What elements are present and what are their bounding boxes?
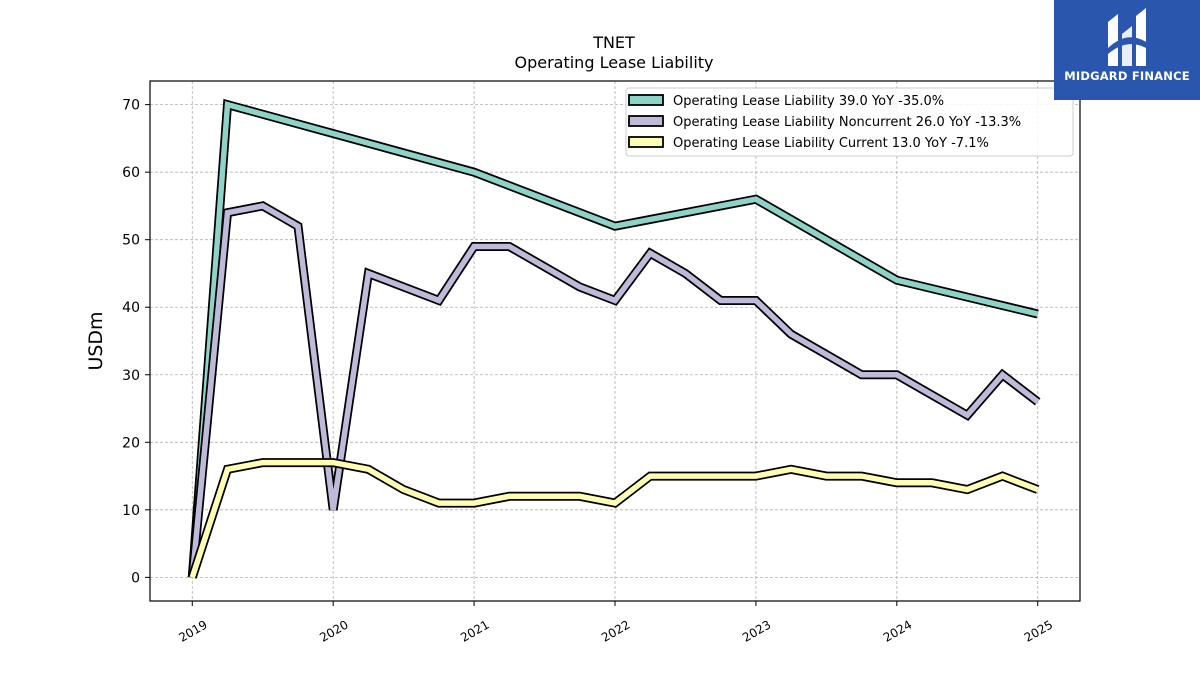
y-tick-label: 20	[122, 435, 140, 451]
legend-swatch	[628, 115, 664, 127]
series-2	[187, 201, 1041, 578]
legend-label: Operating Lease Liability Noncurrent 26.…	[673, 115, 1021, 130]
y-tick-label: 60	[122, 165, 140, 181]
midgard-finance-logo: MIDGARD FINANCE	[1054, 0, 1200, 100]
series-line	[189, 459, 1039, 579]
chart-subtitle: Operating Lease Liability	[514, 53, 713, 72]
axis-ticks: 0 10 20 30 40 50 60 70 2019 2020 2021 2022 2023 2024 2…	[122, 98, 1055, 645]
series-1	[187, 98, 1039, 578]
y-tick-label: 40	[122, 300, 140, 316]
x-tick-label: 2021	[458, 617, 491, 644]
y-tick-label: 50	[122, 233, 140, 249]
x-tick-label: 2025	[1022, 617, 1055, 644]
legend-label: Operating Lease Liability Current 13.0 Y…	[673, 136, 989, 151]
chart-title: TNET	[592, 33, 635, 52]
legend-box	[625, 87, 1074, 157]
y-tick-label: 30	[122, 368, 140, 384]
series-3	[188, 458, 1040, 579]
legend: Operating Lease Liability 39.0 YoY -35.0…	[625, 87, 1074, 157]
series-line	[189, 203, 1040, 578]
y-tick-label: 0	[131, 570, 140, 586]
series-lines	[187, 98, 1041, 579]
legend-swatch	[628, 94, 664, 106]
series-line	[189, 101, 1039, 578]
y-axis-label: USDm	[85, 311, 107, 370]
x-tick-label: 2024	[881, 617, 914, 644]
grid-lines	[150, 81, 1080, 601]
legend-swatch	[628, 136, 664, 148]
y-tick-label: 70	[122, 98, 140, 114]
y-tick-label: 10	[122, 503, 140, 519]
x-tick-label: 2022	[599, 617, 632, 644]
midgard-logo-mark-icon	[1108, 8, 1146, 66]
series-line-outline	[188, 458, 1040, 579]
x-tick-label: 2019	[176, 617, 209, 644]
brand-name: MIDGARD FINANCE	[1064, 69, 1190, 83]
x-tick-label: 2023	[740, 617, 773, 644]
legend-label: Operating Lease Liability 39.0 YoY -35.0…	[673, 94, 944, 109]
x-tick-label: 2020	[317, 617, 350, 644]
